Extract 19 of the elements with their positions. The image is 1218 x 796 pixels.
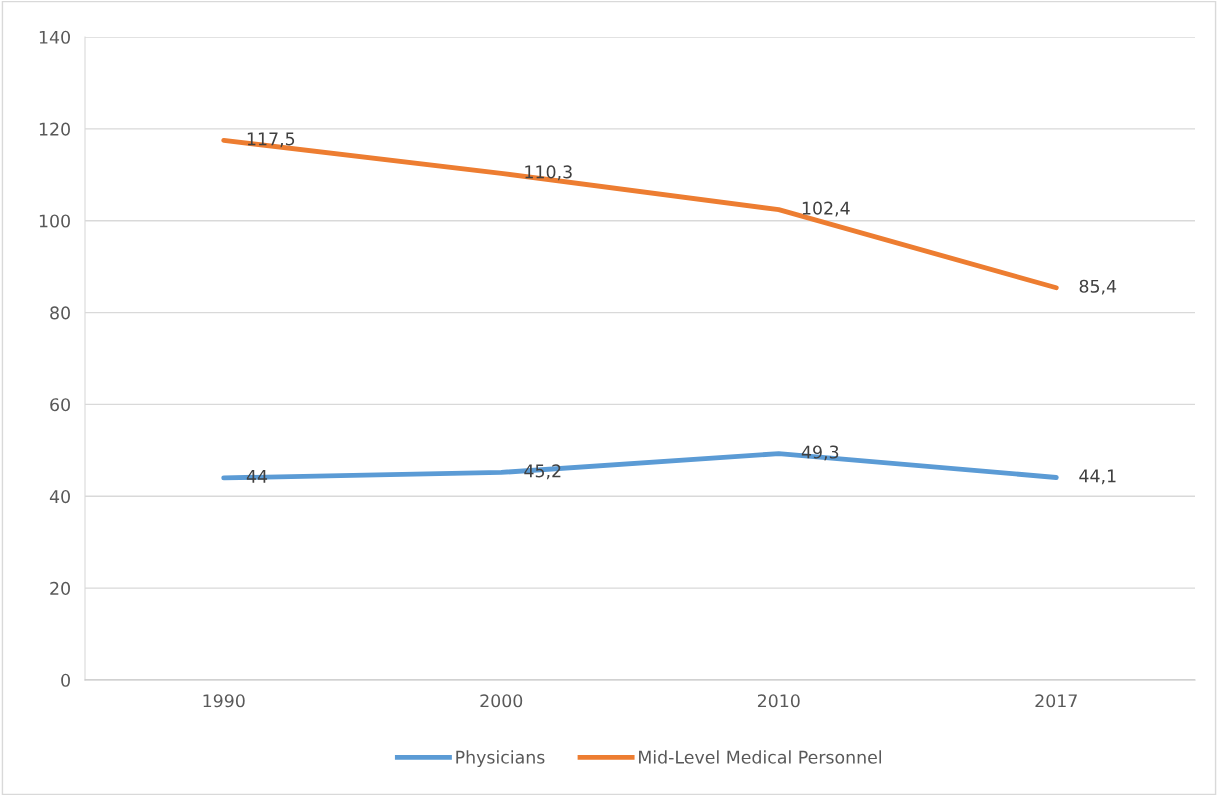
y-tick-label: 40 — [49, 490, 70, 504]
legend-label: Mid-Level Medical Personnel — [639, 750, 882, 764]
data-label: 44,1 — [1079, 469, 1116, 485]
y-tick-label: 60 — [50, 398, 70, 412]
x-tick-label: 2017 — [1035, 694, 1077, 708]
y-tick-label: 0 — [61, 673, 70, 687]
y-tick-label: 100 — [39, 214, 70, 228]
x-tick-label: 2010 — [757, 694, 800, 708]
x-tick-label: 1990 — [203, 694, 245, 708]
y-tick-label: 80 — [50, 306, 70, 320]
y-tick-label: 140 — [39, 30, 70, 44]
legend-label: Physicians — [456, 750, 545, 768]
x-tick-label: 2000 — [480, 694, 523, 708]
data-label: 102,4 — [802, 201, 850, 217]
data-label: 110,3 — [525, 165, 572, 181]
y-tick-label: 120 — [39, 122, 70, 136]
y-tick-label: 20 — [50, 581, 70, 595]
data-label: 85,4 — [1079, 279, 1117, 295]
data-label: 117,5 — [247, 132, 295, 148]
